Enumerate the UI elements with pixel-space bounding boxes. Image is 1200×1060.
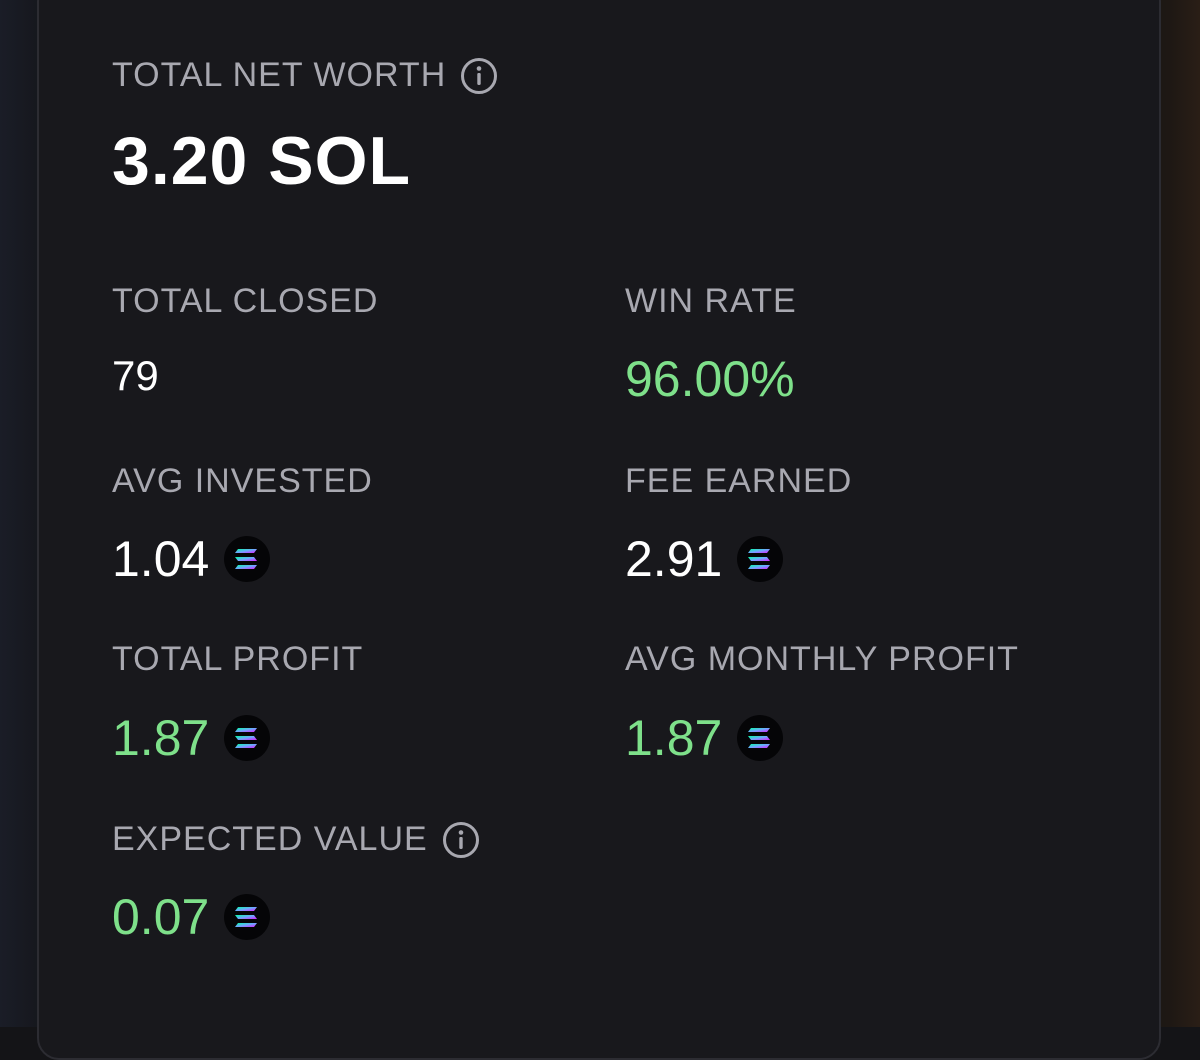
expected-value-number: 0.07 [112, 889, 210, 945]
expected-value-label: EXPECTED VALUE [112, 820, 428, 858]
info-icon[interactable] [442, 821, 480, 859]
solana-icon [736, 714, 784, 762]
total-profit-number: 1.87 [112, 710, 210, 766]
info-icon[interactable] [460, 57, 498, 95]
net-worth-value: 3.20 SOL [112, 123, 412, 199]
fee-earned-label: FEE EARNED [625, 462, 853, 500]
fee-earned-number: 2.91 [625, 531, 723, 587]
avg-invested-label: AVG INVESTED [112, 462, 373, 500]
avg-monthly-profit-value: 1.87 [625, 709, 784, 767]
total-closed-value: 79 [112, 352, 159, 400]
avg-invested-number: 1.04 [112, 531, 210, 587]
portfolio-stats-card [37, 0, 1161, 1060]
win-rate-label: WIN RATE [625, 282, 797, 320]
total-closed-label: TOTAL CLOSED [112, 282, 379, 320]
total-profit-label: TOTAL PROFIT [112, 640, 364, 678]
solana-icon [736, 535, 784, 583]
total-closed-number: 79 [112, 352, 159, 399]
solana-icon [223, 535, 271, 583]
expected-value-label-row: EXPECTED VALUE [112, 820, 480, 859]
avg-monthly-profit-label: AVG MONTHLY PROFIT [625, 640, 1019, 678]
total-profit-value: 1.87 [112, 709, 271, 767]
expected-value-value: 0.07 [112, 888, 271, 946]
net-worth-label: TOTAL NET WORTH [112, 56, 447, 94]
avg-monthly-profit-number: 1.87 [625, 710, 723, 766]
avg-invested-value: 1.04 [112, 530, 271, 588]
solana-icon [223, 714, 271, 762]
solana-icon [223, 893, 271, 941]
win-rate-number: 96.00% [625, 351, 795, 407]
fee-earned-value: 2.91 [625, 530, 784, 588]
win-rate-value: 96.00% [625, 350, 795, 408]
net-worth-label-row: TOTAL NET WORTH [112, 56, 498, 95]
